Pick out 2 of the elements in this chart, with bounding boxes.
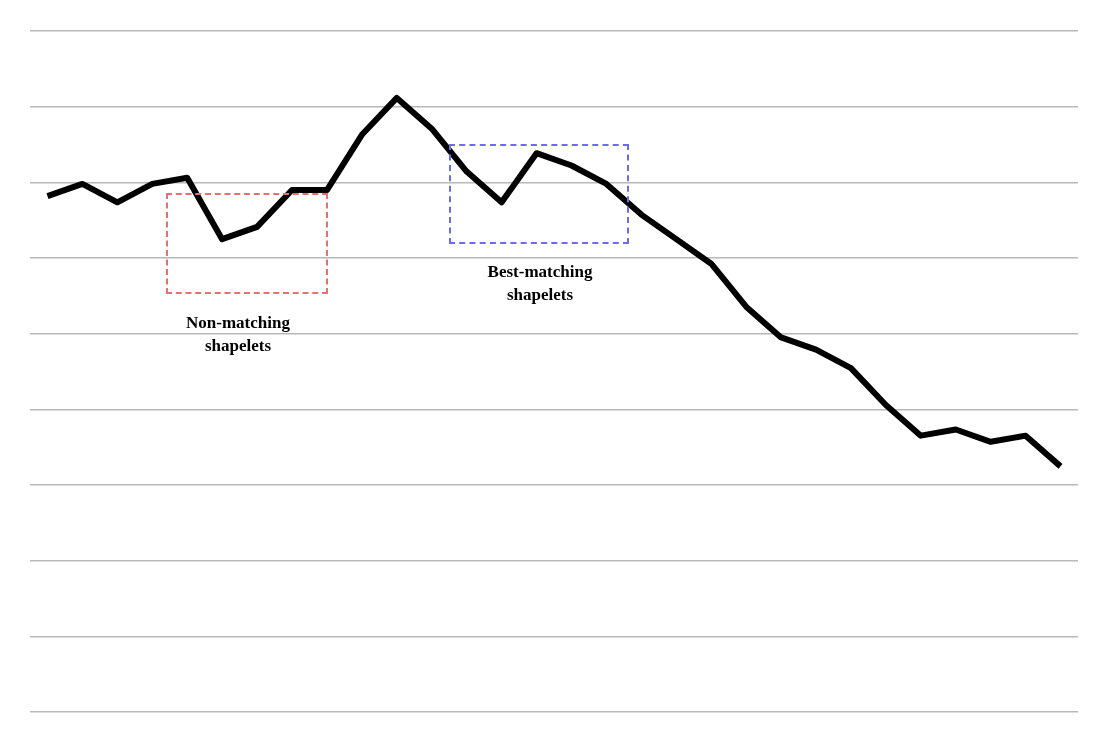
annotation: Non-matching shapelets: [185, 312, 291, 357]
annotation: Best-matching shapelets: [486, 261, 594, 306]
